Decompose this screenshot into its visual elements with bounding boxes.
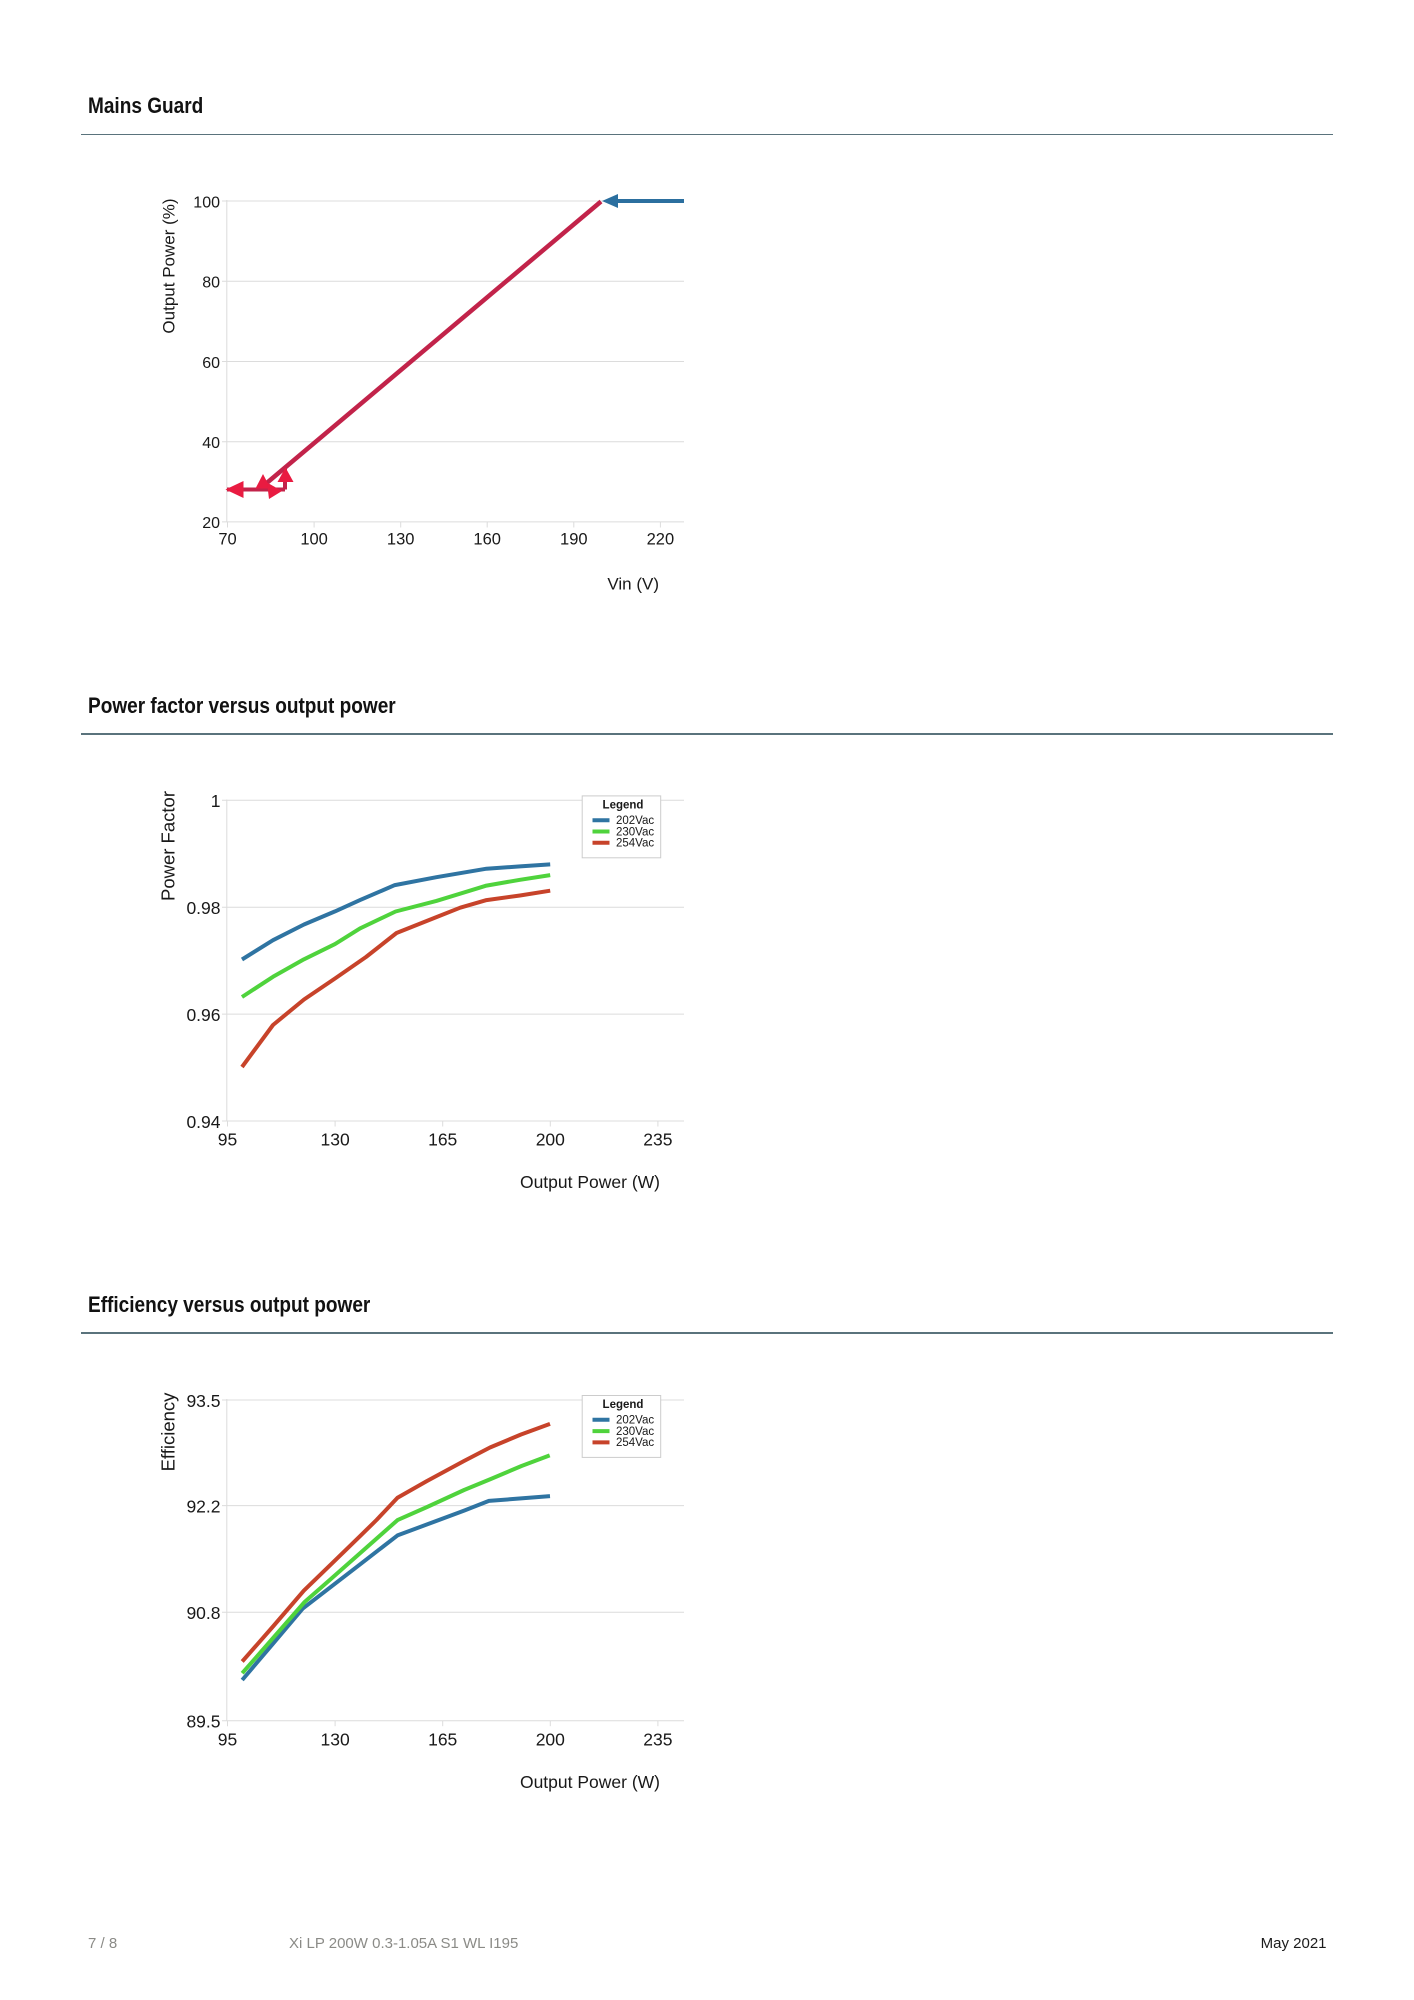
svg-text:95: 95 xyxy=(218,1130,237,1150)
svg-text:Output Power (W): Output Power (W) xyxy=(520,1172,660,1192)
svg-text:95: 95 xyxy=(218,1730,237,1750)
svg-text:Legend: Legend xyxy=(603,1399,644,1411)
svg-text:1: 1 xyxy=(211,791,221,811)
svg-text:Efficiency: Efficiency xyxy=(158,1392,179,1472)
svg-text:200: 200 xyxy=(536,1130,565,1150)
svg-text:254Vac: 254Vac xyxy=(616,1437,654,1449)
svg-text:Vin (V): Vin (V) xyxy=(607,575,659,594)
svg-text:220: 220 xyxy=(647,531,675,549)
svg-text:Output Power (W): Output Power (W) xyxy=(520,1772,660,1792)
svg-text:130: 130 xyxy=(387,531,415,549)
svg-text:89.5: 89.5 xyxy=(186,1712,220,1732)
svg-text:165: 165 xyxy=(428,1730,457,1750)
svg-text:0.96: 0.96 xyxy=(186,1005,220,1025)
svg-text:100: 100 xyxy=(193,194,220,211)
svg-text:92.2: 92.2 xyxy=(186,1497,220,1517)
svg-text:165: 165 xyxy=(428,1130,457,1150)
svg-text:130: 130 xyxy=(320,1130,349,1150)
svg-text:230Vac: 230Vac xyxy=(616,826,654,838)
svg-text:160: 160 xyxy=(473,531,501,549)
svg-text:130: 130 xyxy=(320,1730,349,1750)
svg-text:40: 40 xyxy=(202,435,220,452)
svg-text:235: 235 xyxy=(643,1130,672,1150)
svg-text:70: 70 xyxy=(218,531,236,549)
svg-text:Legend: Legend xyxy=(603,799,644,811)
svg-text:90.8: 90.8 xyxy=(186,1603,220,1623)
svg-text:100: 100 xyxy=(300,531,328,549)
svg-text:0.94: 0.94 xyxy=(186,1112,220,1132)
svg-text:20: 20 xyxy=(202,515,220,532)
svg-text:80: 80 xyxy=(202,275,220,292)
svg-text:190: 190 xyxy=(560,531,588,549)
svg-text:Output Power (%): Output Power (%) xyxy=(160,198,179,333)
svg-text:200: 200 xyxy=(536,1730,565,1750)
svg-text:0.98: 0.98 xyxy=(186,898,220,918)
svg-text:Power Factor: Power Factor xyxy=(158,791,179,901)
svg-text:235: 235 xyxy=(643,1730,672,1750)
svg-text:202Vac: 202Vac xyxy=(616,815,654,827)
svg-text:60: 60 xyxy=(202,355,220,372)
svg-text:202Vac: 202Vac xyxy=(616,1415,654,1427)
svg-text:254Vac: 254Vac xyxy=(616,838,654,850)
svg-text:230Vac: 230Vac xyxy=(616,1426,654,1438)
svg-text:93.5: 93.5 xyxy=(186,1391,220,1411)
